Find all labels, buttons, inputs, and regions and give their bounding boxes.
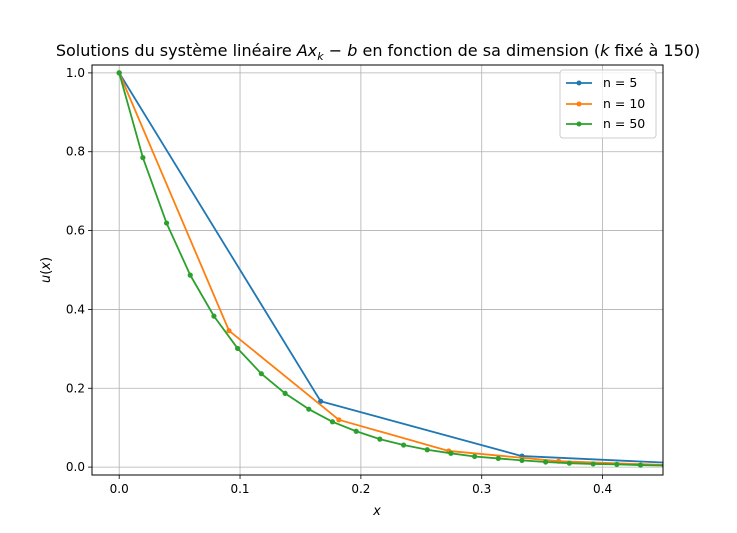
data-point-n50 [306,406,312,412]
data-point-n50 [448,450,454,456]
title-math-sub: k [317,50,324,63]
plot-frame [91,64,664,476]
series-line-n10 [118,72,663,466]
x-tick-label: 0.3 [472,482,491,496]
data-point-n5 [318,398,324,404]
data-point-n10 [226,328,232,334]
legend-marker-n10 [576,101,582,107]
y-axis-label: u(x) [39,257,54,283]
data-point-n50 [235,345,241,352]
chart-title: Solutions du système linéaire Axk − b en… [56,41,700,63]
x-tick-label: 0.1 [230,482,249,496]
data-point-n50 [377,436,383,442]
y-tick-label: 0.2 [66,381,85,395]
data-point-n50 [637,462,644,468]
data-point-n10 [666,463,671,468]
data-point-n5 [721,463,726,468]
data-point-n50 [282,390,288,396]
axis-ticks: 0.0 0.1 0.2 0.3 0.4 0.0 0.2 0.4 0.6 0.8 1.0 [66,66,612,496]
series-layer [116,70,726,468]
title-post: fixé à 150) [609,41,700,60]
data-point-n50 [472,453,478,460]
title-math-op: − [324,41,348,60]
y-label-x: x [39,262,54,271]
data-point-n50 [614,461,620,467]
legend-frame [559,69,657,139]
data-point-n50 [116,70,122,76]
legend-label-n5: n = 5 [603,75,637,90]
title-pre: Solutions du système linéaire [56,41,297,60]
title-math-a: Ax [296,41,318,60]
data-point-n50 [661,463,663,468]
x-tick-label: 0.4 [593,482,612,496]
data-point-n50 [211,313,217,319]
legend-marker-n5 [576,80,582,86]
data-point-n10 [336,417,342,423]
data-point-n50 [329,419,336,425]
data-point-n50 [519,457,525,464]
y-label-u: u [39,275,54,283]
y-tick-label: 0.4 [66,302,85,316]
title-mid: en fonction de sa dimension ( [357,41,600,60]
legend-marker-n50 [576,121,582,127]
data-point-n50 [187,272,193,278]
data-point-n50 [353,428,359,434]
data-point-n50 [400,442,407,448]
data-point-n50 [140,155,146,161]
series-line-n5 [118,72,663,464]
x-tick-label: 0.0 [110,482,129,496]
x-axis-label: x [372,504,381,519]
data-point-n50 [258,371,264,377]
data-point-n50 [424,447,430,453]
data-point-n50 [590,461,596,467]
y-tick-label: 0.8 [66,145,85,159]
legend: n = 5 n = 10 n = 50 [559,69,657,139]
data-point-n50 [566,460,572,466]
y-tick-label: 1.0 [66,66,85,80]
legend-label-n10: n = 10 [603,96,645,111]
y-tick-label: 0.0 [66,460,85,474]
title-k-var: k [600,41,610,60]
y-tick-label: 0.6 [66,224,85,238]
data-point-n50 [163,220,170,226]
x-tick-label: 0.2 [351,482,370,496]
series-line-n50 [118,72,663,467]
legend-label-n50: n = 50 [603,116,645,131]
data-point-n50 [543,459,549,465]
data-point-n50 [495,455,501,462]
title-math-b: b [347,41,357,60]
